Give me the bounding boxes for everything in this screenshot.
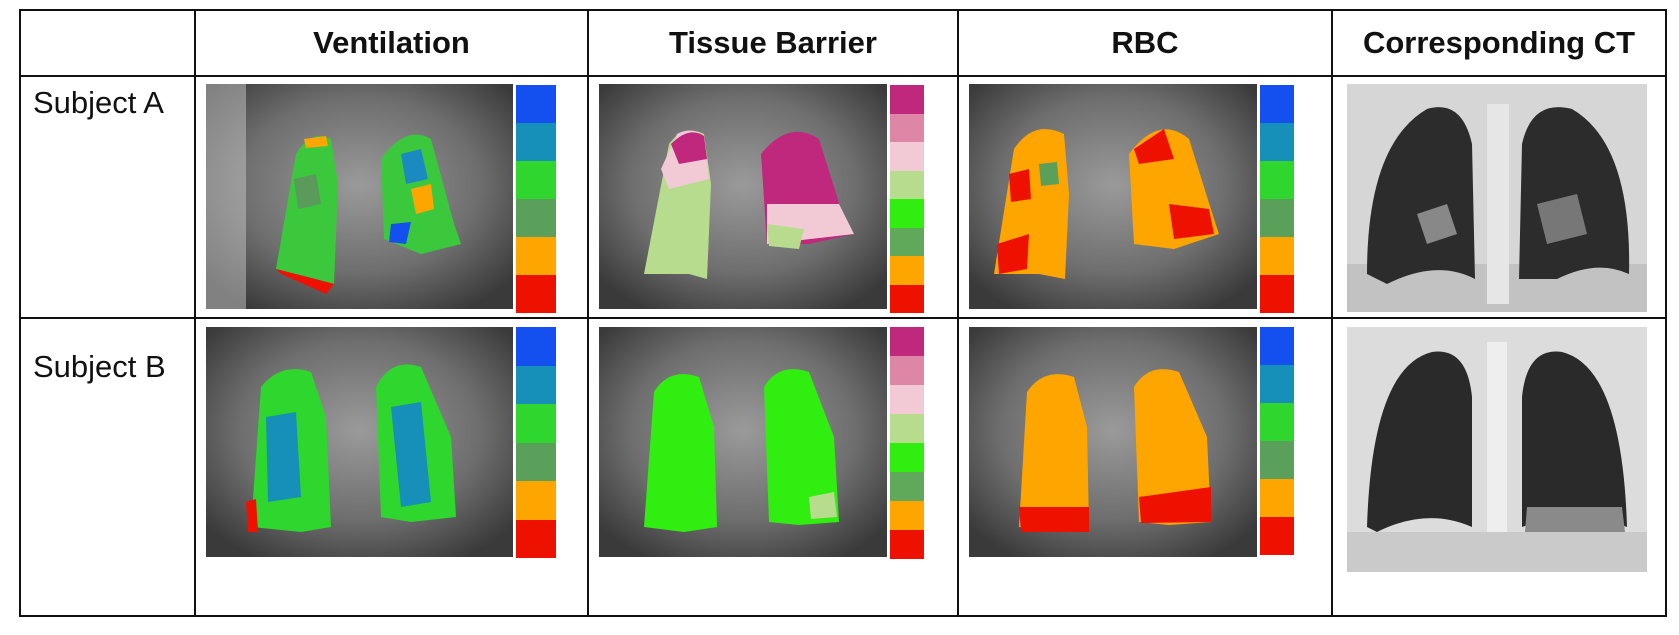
header-rbc: RBC [1111,24,1179,60]
table-border-top [19,9,1667,11]
ct-scan-subject-b [1347,327,1647,572]
tissue-barrier-map-subject-b [599,327,887,557]
ct-scan-subject-a [1347,84,1647,312]
table-border-bottom [19,615,1667,617]
rbc-map-subject-a [969,84,1257,309]
ventilation-color-scale-subject-b [516,327,556,558]
tissue-barrier-color-scale-subject-b [890,327,924,559]
table-border-right [1665,9,1667,617]
tissue-barrier-map-subject-a [599,84,887,309]
col-divider-1 [194,9,196,617]
row-label-subject-a: Subject A [33,85,164,120]
table-border-left [19,9,21,617]
col-divider-3 [957,9,959,617]
row-divider [19,317,1667,319]
header-corresponding-ct: Corresponding CT [1362,24,1636,60]
rbc-color-scale-subject-a [1260,85,1294,313]
header-ventilation: Ventilation [313,24,470,60]
col-divider-4 [1331,9,1333,617]
rbc-map-subject-b [969,327,1257,557]
rbc-color-scale-subject-b [1260,327,1294,555]
header-tissue-barrier: Tissue Barrier [669,24,877,60]
row-label-subject-b: Subject B [33,349,166,384]
results-table: Ventilation Tissue Barrier RBC Correspon… [19,9,1667,617]
ventilation-map-subject-b [206,327,513,557]
col-divider-2 [587,9,589,617]
ventilation-color-scale-subject-a [516,85,556,313]
tissue-barrier-color-scale-subject-a [890,85,924,313]
header-divider [19,75,1667,77]
ventilation-map-subject-a [206,84,513,309]
